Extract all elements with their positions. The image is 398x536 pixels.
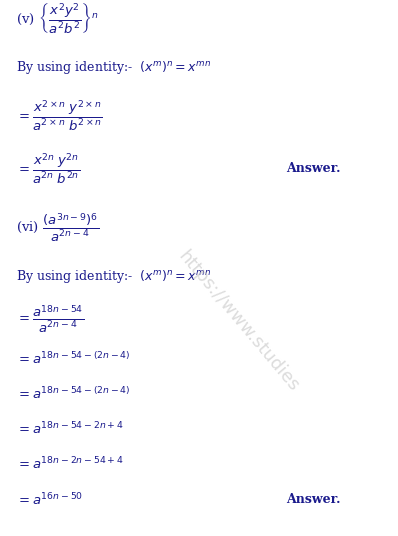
Text: By using identity:-  $(x^{m})^{n} = x^{mn}$: By using identity:- $(x^{m})^{n} = x^{mn…: [16, 267, 211, 285]
Text: $= a^{16n-50}$: $= a^{16n-50}$: [16, 492, 83, 508]
Text: $= \dfrac{x^{2n}\; y^{2n}}{a^{2n}\; b^{2n}}$: $= \dfrac{x^{2n}\; y^{2n}}{a^{2n}\; b^{2…: [16, 151, 80, 187]
Text: Answer.: Answer.: [287, 493, 341, 506]
Text: $= \dfrac{a^{18n-54}}{a^{2n-4}}$: $= \dfrac{a^{18n-54}}{a^{2n-4}}$: [16, 303, 84, 335]
Text: $= a^{18n-54-2n+4}$: $= a^{18n-54-2n+4}$: [16, 421, 124, 437]
Text: (v) $\left\{\dfrac{x^2y^2}{a^2b^2}\right\}^n$: (v) $\left\{\dfrac{x^2y^2}{a^2b^2}\right…: [16, 2, 99, 36]
Text: Answer.: Answer.: [287, 162, 341, 175]
Text: By using identity:-  $(x^{m})^{n} = x^{mn}$: By using identity:- $(x^{m})^{n} = x^{mn…: [16, 58, 211, 76]
Text: $= \dfrac{x^{2 \times n}\; y^{2 \times n}}{a^{2 \times n}\; b^{2 \times n}}$: $= \dfrac{x^{2 \times n}\; y^{2 \times n…: [16, 98, 103, 133]
Text: https://www.studies: https://www.studies: [175, 248, 303, 396]
Text: $= a^{18n-2n-54+4}$: $= a^{18n-2n-54+4}$: [16, 456, 124, 472]
Text: (vi) $\dfrac{(a^{3n-9})^6}{a^{2n-4}}$: (vi) $\dfrac{(a^{3n-9})^6}{a^{2n-4}}$: [16, 211, 99, 244]
Text: $= a^{18n-54-(2n-4)}$: $= a^{18n-54-(2n-4)}$: [16, 351, 131, 367]
Text: $= a^{18n-54-(2n-4)}$: $= a^{18n-54-(2n-4)}$: [16, 386, 131, 402]
